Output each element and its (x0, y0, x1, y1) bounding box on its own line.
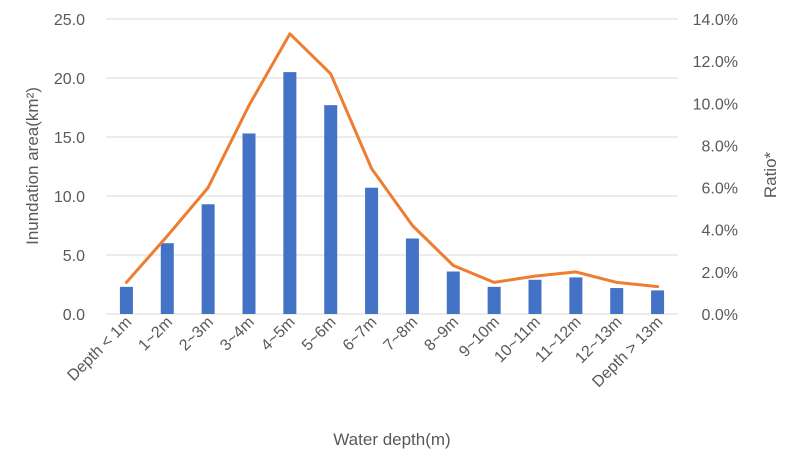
y2-axis-title: Ratio* (761, 151, 780, 198)
left-axis-ticks: 0.0 5.0 10.0 15.0 20.0 25.0 (54, 12, 85, 324)
y-tick-label: 0.0 (63, 307, 85, 324)
bar (201, 204, 215, 314)
line-series (124, 32, 660, 289)
y2-tick-label: 10.0% (693, 96, 738, 113)
x-axis-title: Water depth(m) (333, 430, 450, 449)
bar (405, 238, 419, 314)
bar (651, 290, 665, 314)
bar (487, 286, 501, 314)
x-tick-label: 4~5m (258, 314, 299, 355)
bar (569, 277, 583, 314)
x-tick-label: 5~6m (299, 314, 340, 355)
ratio-line (124, 32, 660, 289)
y-axis-title: Inundation area(km²) (23, 87, 42, 245)
y2-tick-label: 14.0% (693, 12, 738, 29)
y-tick-label: 10.0 (54, 189, 85, 206)
bar-series (119, 72, 665, 314)
x-tick-label: Depth < 1m (64, 314, 135, 385)
y2-tick-label: 0.0% (702, 307, 738, 324)
y2-tick-label: 4.0% (702, 223, 738, 240)
y-tick-label: 20.0 (54, 71, 85, 88)
x-tick-label: 3~4m (217, 314, 258, 355)
y-tick-label: 25.0 (54, 12, 85, 29)
x-tick-label: 1~2m (135, 314, 176, 355)
x-tick-label: 2~3m (176, 314, 217, 355)
bar (446, 271, 460, 314)
bar (160, 243, 174, 314)
x-tick-label: 6~7m (340, 314, 381, 355)
y-tick-label: 5.0 (63, 248, 85, 265)
x-tick-label: 7~8m (381, 314, 422, 355)
gridlines (106, 18, 678, 315)
bar (610, 288, 624, 314)
bar (324, 105, 338, 314)
y2-tick-label: 8.0% (702, 138, 738, 155)
y2-tick-label: 12.0% (693, 54, 738, 71)
y2-tick-label: 6.0% (702, 181, 738, 198)
right-axis-ticks: 0.0% 2.0% 4.0% 6.0% 8.0% 10.0% 12.0% 14.0% (693, 12, 738, 324)
category-axis-ticks: Depth < 1m 1~2m 2~3m 3~4m 4~5m 5~6m 6~7m 7~8m 8~… (64, 314, 666, 391)
bar (365, 187, 379, 314)
y2-tick-label: 2.0% (702, 265, 738, 282)
bar (528, 279, 542, 314)
bar (242, 133, 256, 314)
y-tick-label: 15.0 (54, 130, 85, 147)
bar (283, 72, 297, 314)
bar (119, 286, 133, 314)
